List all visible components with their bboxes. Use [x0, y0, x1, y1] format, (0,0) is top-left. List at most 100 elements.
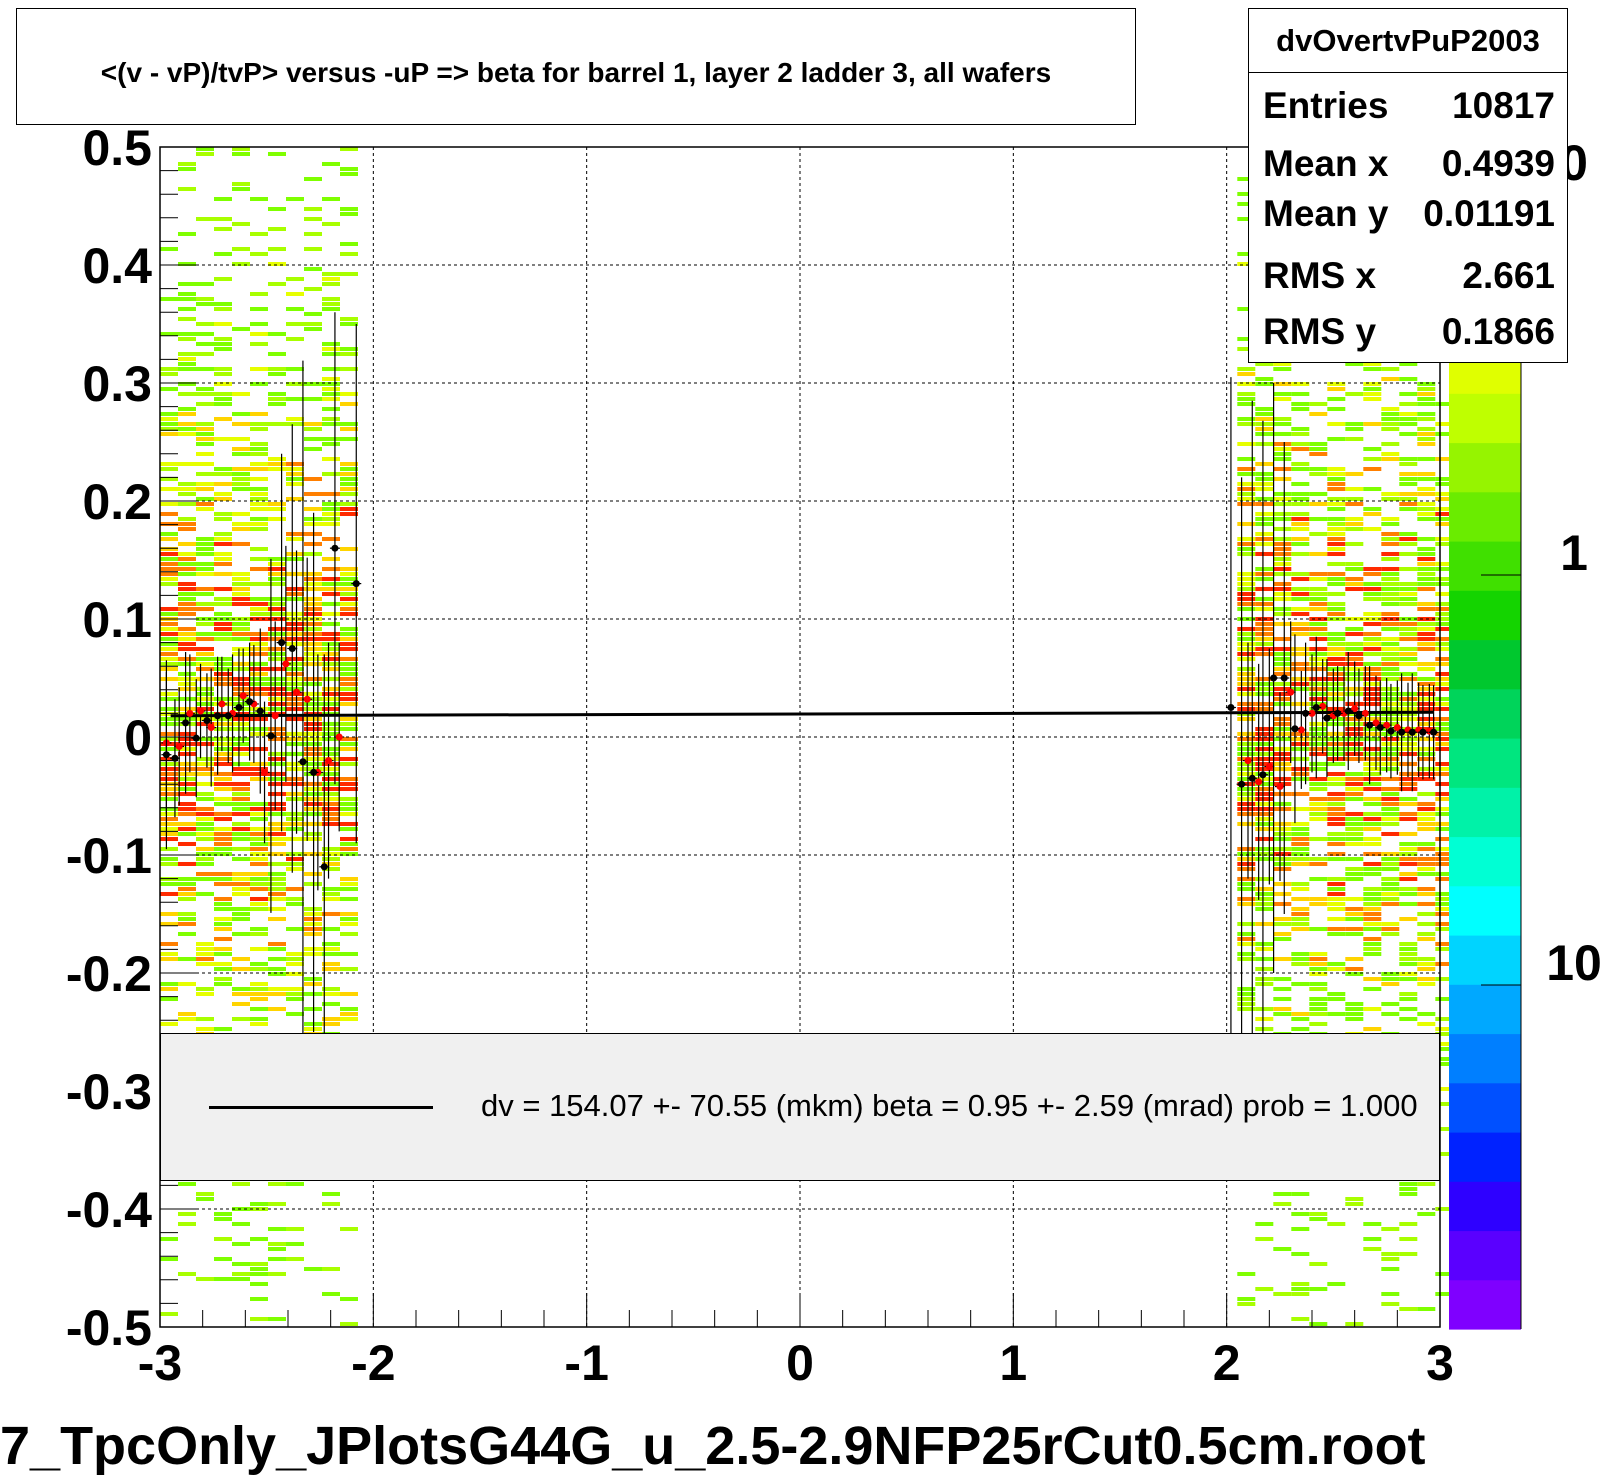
heatmap-cell [1417, 707, 1436, 711]
heatmap-cell [232, 597, 250, 601]
heatmap-cell [160, 632, 178, 636]
heatmap-cell [196, 807, 214, 811]
heatmap-cell [232, 747, 250, 751]
heatmap-cell [322, 857, 340, 861]
heatmap-cell [1381, 552, 1400, 556]
heatmap-cell [250, 637, 268, 641]
heatmap-cell [178, 917, 196, 921]
heatmap-cell [268, 1202, 286, 1206]
heatmap-cell [1363, 777, 1382, 781]
heatmap-cell [1309, 927, 1328, 931]
heatmap-cell [1435, 1152, 1454, 1156]
heatmap-cell [232, 992, 250, 996]
heatmap-cell [1309, 452, 1328, 456]
heatmap-cell [196, 772, 214, 776]
heatmap-cell [250, 452, 268, 456]
heatmap-cell [214, 342, 232, 346]
heatmap-cell [1399, 567, 1418, 571]
heatmap-cell [1273, 1247, 1292, 1251]
heatmap-cell [160, 657, 178, 661]
profile-black-point [1323, 714, 1331, 722]
heatmap-cell [1417, 697, 1436, 701]
heatmap-cell [1363, 702, 1382, 706]
heatmap-cell [1291, 597, 1310, 601]
heatmap-cell [250, 667, 268, 671]
heatmap-cell [1363, 392, 1382, 396]
heatmap-cell [1237, 642, 1256, 646]
heatmap-cell [1255, 362, 1274, 366]
heatmap-cell [1237, 672, 1256, 676]
heatmap-cell [1309, 597, 1328, 601]
heatmap-cell [214, 632, 232, 636]
heatmap-cell [196, 657, 214, 661]
heatmap-cell [1291, 612, 1310, 616]
heatmap-cell [214, 727, 232, 731]
heatmap-cell [196, 437, 214, 441]
heatmap-cell [340, 842, 358, 846]
heatmap-cell [1363, 837, 1382, 841]
heatmap-cell [214, 872, 232, 876]
heatmap-cell [1327, 552, 1346, 556]
heatmap-cell [1237, 457, 1256, 461]
heatmap-cell [322, 457, 340, 461]
heatmap-cell [322, 437, 340, 441]
heatmap-cell [1309, 572, 1328, 576]
heatmap-cell [1381, 657, 1400, 661]
heatmap-cell [250, 442, 268, 446]
heatmap-cell [1255, 732, 1274, 736]
heatmap-cell [214, 612, 232, 616]
heatmap-cell [286, 987, 304, 991]
heatmap-cell [1327, 917, 1346, 921]
heatmap-cell [1273, 467, 1292, 471]
profile-red-point [282, 660, 290, 668]
heatmap-cell [1237, 632, 1256, 636]
heatmap-cell [232, 877, 250, 881]
heatmap-cell [268, 837, 286, 841]
heatmap-cell [1237, 937, 1256, 941]
heatmap-cell [1327, 657, 1346, 661]
heatmap-cell [250, 677, 268, 681]
y-tick-label: 0.5 [82, 120, 152, 176]
heatmap-cell [1273, 567, 1292, 571]
heatmap-cell [1381, 582, 1400, 586]
heatmap-cell [1291, 1212, 1310, 1216]
heatmap-cell [1237, 857, 1256, 861]
heatmap-cell [268, 392, 286, 396]
heatmap-cell [160, 822, 178, 826]
heatmap-cell [178, 612, 196, 616]
heatmap-cell [322, 647, 340, 651]
heatmap-cell [196, 722, 214, 726]
heatmap-cell [1435, 1292, 1454, 1296]
heatmap-cell [250, 1297, 268, 1301]
heatmap-cell [304, 382, 322, 386]
heatmap-cell [1273, 917, 1292, 921]
palette-band [1449, 639, 1521, 690]
heatmap-cell [1345, 527, 1364, 531]
heatmap-cell [1291, 527, 1310, 531]
heatmap-cell [268, 612, 286, 616]
heatmap-cell [1291, 842, 1310, 846]
heatmap-cell [286, 837, 304, 841]
heatmap-cell [322, 537, 340, 541]
palette-band [1449, 590, 1521, 641]
heatmap-cell [1291, 512, 1310, 516]
heatmap-cell [268, 772, 286, 776]
heatmap-cell [1435, 767, 1454, 771]
heatmap-cell [250, 907, 268, 911]
heatmap-cell [1273, 737, 1292, 741]
heatmap-cell [1381, 497, 1400, 501]
heatmap-cell [268, 567, 286, 571]
profile-black-point [1344, 707, 1352, 715]
heatmap-cell [340, 1227, 358, 1231]
heatmap-cell [1255, 837, 1274, 841]
heatmap-cell [214, 812, 232, 816]
heatmap-cell [196, 622, 214, 626]
heatmap-cell [1309, 1287, 1328, 1291]
heatmap-cell [232, 967, 250, 971]
heatmap-cell [1291, 587, 1310, 591]
heatmap-cell [214, 777, 232, 781]
heatmap-cell [1381, 742, 1400, 746]
heatmap-cell [250, 462, 268, 466]
heatmap-cell [1345, 652, 1364, 656]
heatmap-cell [1417, 892, 1436, 896]
